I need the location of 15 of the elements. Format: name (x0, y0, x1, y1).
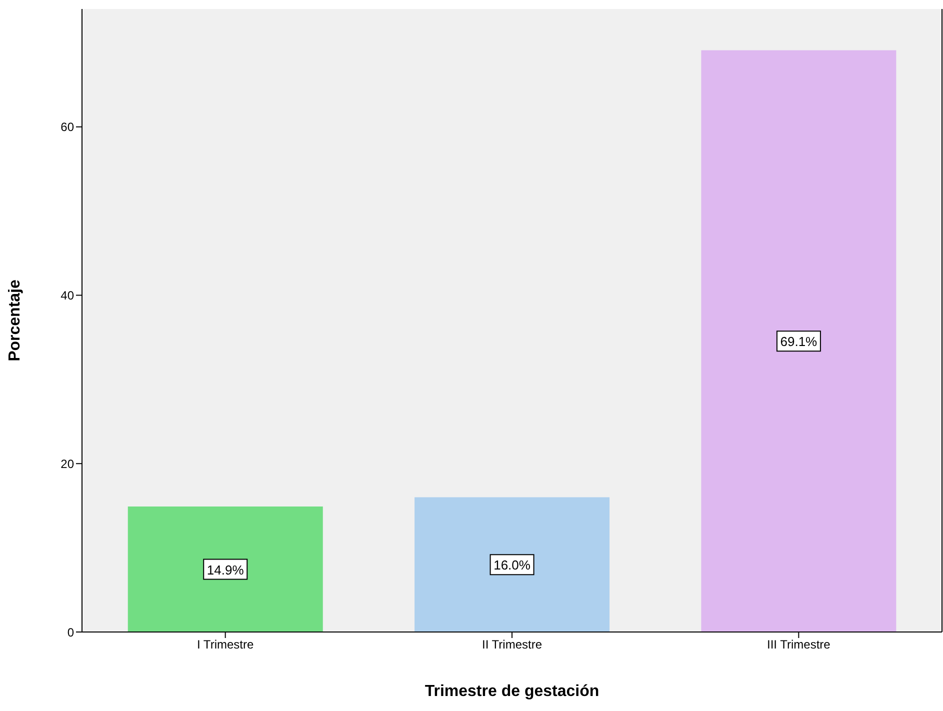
bar (701, 50, 896, 632)
data-label: 69.1% (780, 334, 818, 350)
bar (128, 506, 323, 632)
y-tick-label: 60 (60, 120, 74, 134)
y-axis-title: Porcentaje (6, 279, 24, 362)
x-tick-label: III Trimestre (766, 638, 831, 652)
y-tick-label: 20 (60, 456, 74, 471)
x-tick-label: I Trimestre (196, 638, 254, 652)
x-tick-label: II Trimestre (482, 638, 542, 652)
data-label: 14.9% (206, 562, 244, 578)
x-axis-title: Trimestre de gestación (424, 683, 600, 700)
y-tick-label: 40 (60, 288, 74, 303)
data-label: 16.0% (494, 558, 531, 573)
bar (414, 497, 610, 632)
y-tick-label: 0 (67, 625, 74, 640)
